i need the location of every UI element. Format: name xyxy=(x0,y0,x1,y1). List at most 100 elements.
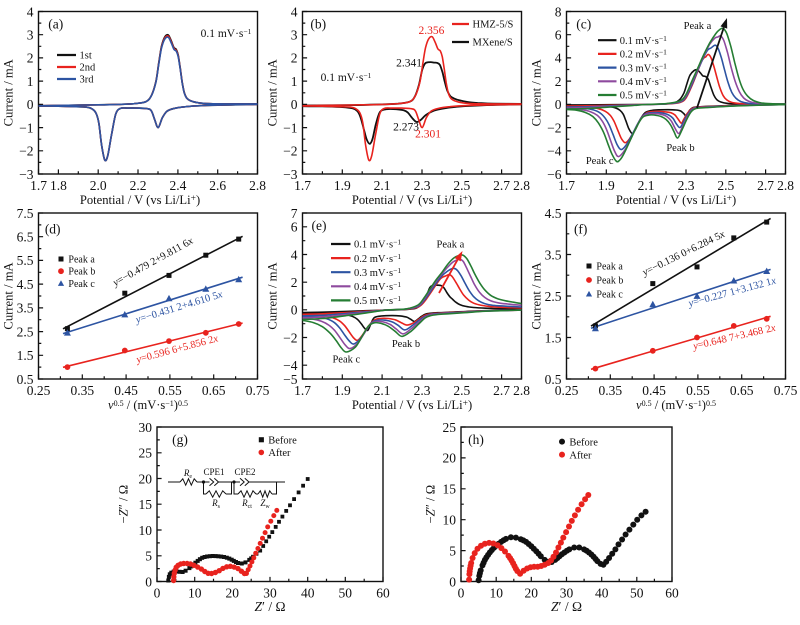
svg-text:Peak c: Peak c xyxy=(586,156,614,167)
svg-text:1st: 1st xyxy=(80,51,92,62)
svg-text:0.45: 0.45 xyxy=(114,383,138,398)
svg-text:−Z″ / Ω: −Z″ / Ω xyxy=(117,485,131,524)
svg-text:0.4 mV·s−1: 0.4 mV·s−1 xyxy=(620,75,667,88)
svg-text:0: 0 xyxy=(145,574,152,589)
svg-text:20: 20 xyxy=(443,451,457,466)
svg-text:3: 3 xyxy=(27,28,34,43)
svg-text:Z′ / Ω: Z′ / Ω xyxy=(254,599,285,614)
svg-text:0.25: 0.25 xyxy=(27,383,51,398)
svg-text:0: 0 xyxy=(449,574,456,589)
svg-text:1.7: 1.7 xyxy=(558,178,575,193)
svg-text:Potential / V (vs Li/Li+): Potential / V (vs Li/Li+) xyxy=(352,193,472,207)
svg-text:10: 10 xyxy=(443,513,457,528)
svg-text:0.35: 0.35 xyxy=(70,383,94,398)
svg-text:Rct: Rct xyxy=(241,498,252,510)
svg-text:0: 0 xyxy=(291,97,298,112)
svg-text:0.75: 0.75 xyxy=(246,383,270,398)
svg-text:1: 1 xyxy=(27,74,34,89)
svg-text:0: 0 xyxy=(291,303,298,318)
svg-text:0.1 mV·s−1: 0.1 mV·s−1 xyxy=(201,28,252,41)
svg-text:2.273: 2.273 xyxy=(393,122,419,134)
svg-text:Peak b: Peak b xyxy=(596,276,623,287)
svg-text:Peak a: Peak a xyxy=(684,21,712,32)
svg-text:2.0: 2.0 xyxy=(90,178,107,193)
svg-text:−4: −4 xyxy=(547,144,562,159)
svg-text:Potential / V (vs Li/Li+): Potential / V (vs Li/Li+) xyxy=(352,398,472,412)
svg-text:30: 30 xyxy=(139,420,153,435)
svg-text:Before: Before xyxy=(268,436,297,447)
svg-text:(a): (a) xyxy=(48,17,63,32)
svg-text:2.5: 2.5 xyxy=(453,383,470,398)
svg-text:After: After xyxy=(268,448,291,459)
svg-text:15: 15 xyxy=(443,482,457,497)
svg-text:2.1: 2.1 xyxy=(374,383,391,398)
svg-text:4.5: 4.5 xyxy=(545,206,562,221)
svg-text:Peak a: Peak a xyxy=(596,262,623,273)
svg-text:Peak b: Peak b xyxy=(392,339,420,350)
svg-text:1.7: 1.7 xyxy=(30,178,47,193)
svg-text:2.7: 2.7 xyxy=(493,383,510,398)
svg-text:Current / mA: Current / mA xyxy=(2,59,16,126)
svg-text:2nd: 2nd xyxy=(80,63,97,74)
svg-text:−2: −2 xyxy=(283,144,297,159)
svg-text:0.25: 0.25 xyxy=(555,383,579,398)
svg-text:0.5: 0.5 xyxy=(17,372,34,387)
svg-text:(e): (e) xyxy=(312,218,327,233)
svg-text:0.55: 0.55 xyxy=(686,383,710,398)
svg-text:0.5 mV·s−1: 0.5 mV·s−1 xyxy=(620,89,667,102)
svg-text:−1: −1 xyxy=(283,120,297,135)
svg-text:0.4 mV·s−1: 0.4 mV·s−1 xyxy=(354,280,401,293)
svg-text:6: 6 xyxy=(555,28,562,43)
svg-text:2.8: 2.8 xyxy=(777,178,794,193)
svg-text:Potential / V (vs Li/Li+): Potential / V (vs Li/Li+) xyxy=(80,193,200,207)
svg-text:4: 4 xyxy=(27,4,34,19)
svg-text:−3: −3 xyxy=(283,167,298,182)
svg-text:1.5: 1.5 xyxy=(17,348,34,363)
svg-text:Peak a: Peak a xyxy=(68,255,95,266)
svg-text:50: 50 xyxy=(339,585,353,600)
svg-text:3.5: 3.5 xyxy=(17,301,34,316)
svg-text:Peak a: Peak a xyxy=(437,240,465,251)
svg-text:After: After xyxy=(569,450,592,461)
svg-text:Z′ / Ω: Z′ / Ω xyxy=(551,599,582,614)
svg-text:−Z″ / Ω: −Z″ / Ω xyxy=(424,485,438,524)
svg-text:20: 20 xyxy=(525,585,539,600)
svg-text:2.3: 2.3 xyxy=(678,178,695,193)
svg-text:1.9: 1.9 xyxy=(334,178,351,193)
svg-text:4: 4 xyxy=(555,51,562,66)
svg-text:7.5: 7.5 xyxy=(17,206,34,221)
svg-text:50: 50 xyxy=(630,585,644,600)
svg-text:0.1 mV·s−1: 0.1 mV·s−1 xyxy=(354,238,401,251)
svg-text:1.7: 1.7 xyxy=(294,178,311,193)
svg-text:2.7: 2.7 xyxy=(757,178,774,193)
svg-text:7: 7 xyxy=(291,206,298,221)
svg-text:20: 20 xyxy=(226,585,240,600)
svg-text:(h): (h) xyxy=(468,432,484,447)
svg-text:−3: −3 xyxy=(19,167,34,182)
svg-text:0: 0 xyxy=(27,97,34,112)
svg-text:4.5: 4.5 xyxy=(17,277,34,292)
svg-text:0.45: 0.45 xyxy=(642,383,666,398)
svg-text:6: 6 xyxy=(291,220,298,235)
svg-text:2.4: 2.4 xyxy=(169,178,186,193)
svg-text:60: 60 xyxy=(376,585,390,600)
svg-text:15: 15 xyxy=(139,497,153,512)
svg-text:−1: −1 xyxy=(19,120,33,135)
svg-text:−2: −2 xyxy=(547,120,561,135)
svg-text:Zw: Zw xyxy=(260,498,270,510)
svg-text:−2: −2 xyxy=(283,330,297,345)
svg-text:1.9: 1.9 xyxy=(598,178,615,193)
svg-text:0.2 mV·s−1: 0.2 mV·s−1 xyxy=(354,252,401,265)
svg-text:Current / mA: Current / mA xyxy=(266,262,280,329)
svg-text:2.7: 2.7 xyxy=(493,178,510,193)
svg-text:2.5: 2.5 xyxy=(717,178,734,193)
svg-text:0.1 mV·s−1: 0.1 mV·s−1 xyxy=(321,71,372,84)
svg-text:0.3 mV·s−1: 0.3 mV·s−1 xyxy=(354,266,401,279)
svg-text:2.341: 2.341 xyxy=(396,58,422,70)
svg-text:2: 2 xyxy=(27,51,34,66)
svg-text:5: 5 xyxy=(449,543,456,558)
svg-text:8: 8 xyxy=(555,4,562,19)
svg-text:Peak b: Peak b xyxy=(666,143,694,154)
svg-text:CPE1: CPE1 xyxy=(203,467,224,477)
svg-text:1.7: 1.7 xyxy=(294,383,311,398)
